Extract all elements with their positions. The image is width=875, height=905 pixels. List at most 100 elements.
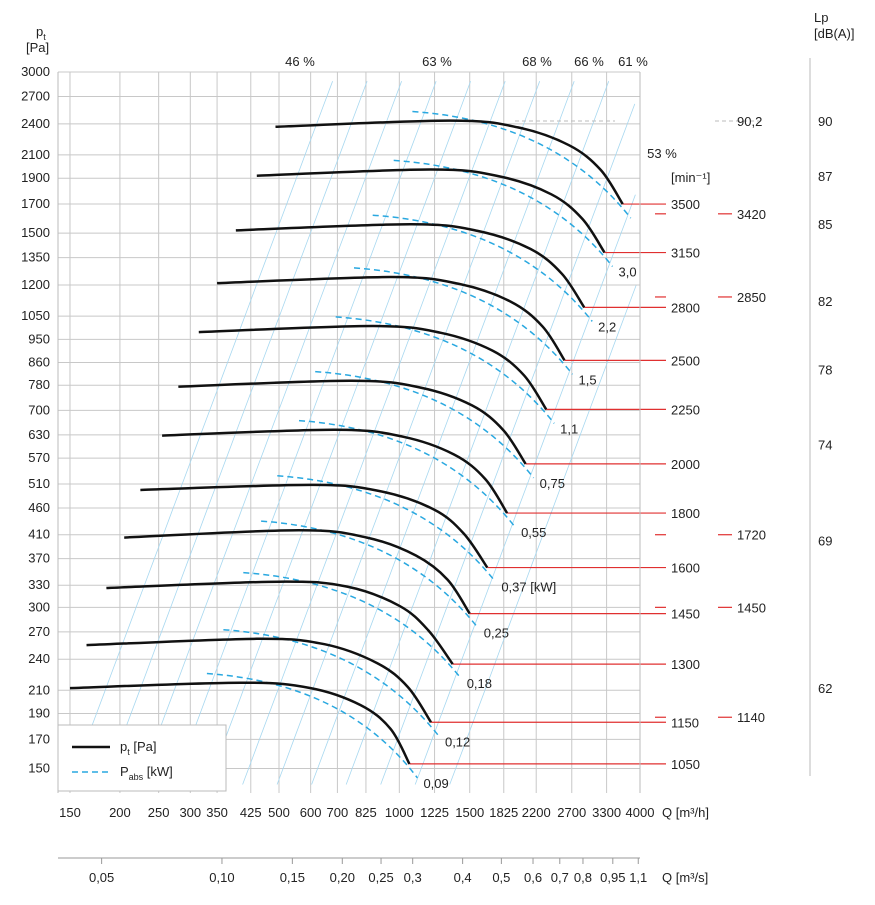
x-tick-label: 1500 bbox=[455, 805, 484, 820]
speed-label: 1800 bbox=[671, 506, 700, 521]
efficiency-label: 66 % bbox=[574, 54, 604, 69]
y-tick-label: 1050 bbox=[21, 308, 50, 323]
noise-marker-label: 1140 bbox=[737, 710, 765, 725]
y-axis-title: pt bbox=[36, 24, 46, 42]
noise-marker-label: 3420 bbox=[737, 207, 766, 222]
system-line bbox=[276, 81, 541, 785]
power-curve bbox=[335, 316, 555, 424]
noise-marker-label: 1720 bbox=[737, 528, 766, 543]
efficiency-label: 61 % bbox=[618, 54, 648, 69]
pressure-curve bbox=[106, 580, 454, 665]
x2-tick-label: 0,4 bbox=[454, 870, 472, 885]
noise-marker-label: 1450 bbox=[737, 600, 766, 615]
noise-marker-label: 90,2 bbox=[737, 114, 762, 129]
x-tick-label: 300 bbox=[179, 805, 201, 820]
x-tick-label: 425 bbox=[240, 805, 262, 820]
x-tick-label: 250 bbox=[148, 805, 170, 820]
y-tick-label: 170 bbox=[28, 731, 50, 746]
x-tick-label: 2700 bbox=[557, 805, 586, 820]
x2-tick-label: 1,1 bbox=[629, 870, 647, 885]
noise-tick-label: 74 bbox=[818, 437, 832, 452]
y-tick-label: 240 bbox=[28, 651, 50, 666]
y-tick-label: 1350 bbox=[21, 250, 50, 265]
pressure-curve bbox=[124, 528, 471, 615]
speed-label: 2000 bbox=[671, 457, 700, 472]
system-line bbox=[414, 194, 636, 785]
power-label: 0,55 bbox=[521, 525, 546, 540]
x2-tick-label: 0,6 bbox=[524, 870, 542, 885]
x-tick-label: 150 bbox=[59, 805, 81, 820]
system-line bbox=[449, 285, 637, 785]
y-tick-label: 300 bbox=[28, 599, 50, 614]
legend-pt: pt [Pa] bbox=[120, 739, 157, 757]
efficiency-label: 53 % bbox=[647, 146, 677, 161]
y-tick-label: 1700 bbox=[21, 196, 50, 211]
pressure-curve bbox=[275, 119, 624, 205]
pressure-curve bbox=[256, 168, 606, 254]
power-curve bbox=[372, 214, 593, 322]
y-tick-label: 270 bbox=[28, 624, 50, 639]
power-curve bbox=[412, 110, 632, 219]
power-curve bbox=[315, 370, 535, 479]
y-tick-label: 860 bbox=[28, 354, 50, 369]
noise-tick-label: 87 bbox=[818, 169, 832, 184]
system-line bbox=[380, 103, 636, 785]
y-tick-label: 3000 bbox=[21, 64, 50, 79]
speed-label: 1600 bbox=[671, 561, 700, 576]
grid bbox=[58, 71, 641, 793]
power-curve bbox=[243, 571, 462, 679]
power-curve bbox=[277, 475, 496, 583]
y-tick-label: 950 bbox=[28, 331, 50, 346]
speed-label: 1050 bbox=[671, 757, 700, 772]
efficiency-label: 63 % bbox=[422, 54, 452, 69]
y-tick-label: 370 bbox=[28, 551, 50, 566]
noise-tick-label: 62 bbox=[818, 681, 832, 696]
speed-label: 3500 bbox=[671, 197, 700, 212]
x-tick-label: 3300 bbox=[592, 805, 621, 820]
x-tick-label: 1825 bbox=[489, 805, 518, 820]
speed-label: 2250 bbox=[671, 402, 700, 417]
x2-tick-label: 0,25 bbox=[368, 870, 393, 885]
y-tick-label: 2700 bbox=[21, 88, 50, 103]
x-tick-label: 825 bbox=[355, 805, 377, 820]
y-tick-label: 150 bbox=[28, 761, 50, 776]
speed-label: 1150 bbox=[671, 715, 699, 730]
pressure-curve bbox=[198, 324, 548, 411]
pressure-curve bbox=[235, 223, 586, 309]
right-axis-title: Lp bbox=[814, 10, 828, 25]
x-axis-m3s-title: Q [m³/s] bbox=[662, 870, 708, 885]
x-tick-label: 700 bbox=[327, 805, 349, 820]
x2-tick-label: 0,7 bbox=[551, 870, 569, 885]
speed-label: 1450 bbox=[671, 607, 700, 622]
power-label: 0,18 bbox=[467, 676, 492, 691]
x-tick-label: 350 bbox=[206, 805, 228, 820]
y-tick-label: 330 bbox=[28, 577, 50, 592]
power-curve bbox=[298, 419, 516, 528]
x-tick-label: 4000 bbox=[626, 805, 655, 820]
y-tick-label: 1200 bbox=[21, 277, 50, 292]
y-tick-label: 410 bbox=[28, 527, 50, 542]
power-curve bbox=[206, 672, 418, 779]
axes: 150 170 190 210 240 270 300 330 370 410 460 510 570 6… bbox=[21, 58, 832, 885]
power-curve bbox=[393, 159, 614, 267]
system-line bbox=[345, 81, 610, 785]
power-curves bbox=[206, 110, 632, 779]
system-line bbox=[311, 81, 575, 785]
x-tick-label: 1000 bbox=[385, 805, 414, 820]
x2-tick-label: 0,95 bbox=[600, 870, 625, 885]
y-tick-label: 510 bbox=[28, 476, 50, 491]
x2-tick-label: 0,10 bbox=[209, 870, 234, 885]
power-label: 0,75 bbox=[540, 476, 565, 491]
speed-markers bbox=[409, 120, 760, 765]
y-tick-label: 210 bbox=[28, 682, 50, 697]
x-tick-label: 200 bbox=[109, 805, 131, 820]
system-curve-lines bbox=[69, 81, 637, 785]
x2-tick-label: 0,8 bbox=[574, 870, 592, 885]
x2-tick-label: 0,20 bbox=[330, 870, 355, 885]
legend-pabs: Pabs [kW] bbox=[120, 764, 173, 782]
y-tick-label: 2100 bbox=[21, 147, 50, 162]
noise-tick-label: 85 bbox=[818, 217, 832, 232]
x2-tick-label: 0,05 bbox=[89, 870, 114, 885]
y-tick-label: 1500 bbox=[21, 225, 50, 240]
